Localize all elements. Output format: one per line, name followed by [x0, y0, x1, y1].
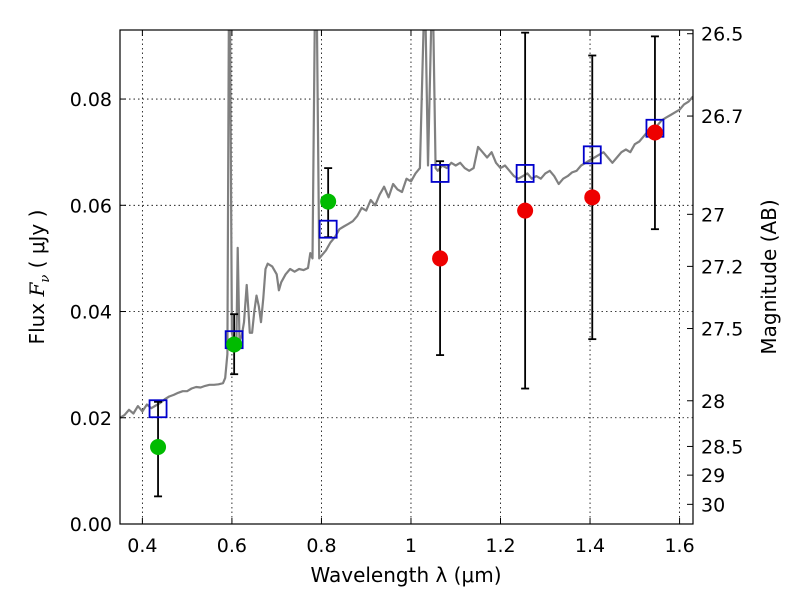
x-tick-label: 0.4 — [127, 535, 157, 557]
data-point-circle — [320, 193, 337, 210]
y-tick-label: 0.02 — [70, 408, 112, 430]
y2-tick-label: 26.7 — [701, 106, 743, 128]
y-axis-label: Flux Fν ( μJy ) — [25, 210, 53, 345]
x-tick-label: 1.4 — [575, 535, 605, 557]
y2-axis-ticks: 26.5 26.7 27 27.2 27.5 28 28.5 29 30 — [687, 24, 743, 516]
y2-tick-label: 27.5 — [701, 319, 743, 341]
data-point-circle — [150, 438, 167, 455]
y-tick-label: 0.06 — [70, 195, 112, 217]
y-axis-ticks: 0.00 0.02 0.04 0.06 0.08 — [70, 89, 126, 536]
x-axis-label: Wavelength λ (μm) — [310, 563, 501, 587]
plot-background — [120, 30, 693, 524]
y2-tick-label: 28.5 — [701, 436, 743, 458]
model-square-marker — [318, 219, 338, 239]
x-axis-ticks: 0.4 0.6 0.8 1 1.2 1.4 1.6 — [127, 30, 695, 557]
y-tick-label: 0.00 — [70, 514, 112, 536]
grid — [120, 30, 693, 525]
data-point-circle — [226, 336, 243, 353]
y2-tick-label: 28 — [701, 391, 725, 413]
y2-tick-label: 29 — [701, 465, 725, 487]
observed-photometry-points — [150, 124, 663, 455]
x-tick-label: 0.8 — [306, 535, 336, 557]
y-tick-label: 0.08 — [70, 89, 112, 111]
x-tick-label: 1 — [405, 535, 417, 557]
y2-tick-label: 26.5 — [701, 24, 743, 46]
model-square-marker — [515, 164, 535, 183]
y2-tick-label: 27 — [701, 204, 725, 226]
plot-frame — [119, 29, 694, 525]
data-point-circle — [432, 250, 449, 267]
y2-axis-label: Magnitude (AB) — [757, 199, 781, 354]
y2-tick-label: 27.2 — [701, 256, 743, 278]
model-square-marker — [430, 164, 450, 183]
x-tick-label: 0.6 — [217, 535, 247, 557]
x-tick-label: 1.6 — [664, 535, 694, 557]
y-tick-label: 0.04 — [70, 302, 112, 324]
data-point-circle — [584, 189, 601, 206]
x-tick-label: 1.2 — [485, 535, 515, 557]
data-point-circle — [517, 202, 534, 219]
data-point-circle — [646, 124, 663, 141]
model-square-marker — [148, 399, 168, 419]
model-square-marker — [582, 145, 602, 165]
y2-tick-label: 30 — [701, 494, 725, 516]
